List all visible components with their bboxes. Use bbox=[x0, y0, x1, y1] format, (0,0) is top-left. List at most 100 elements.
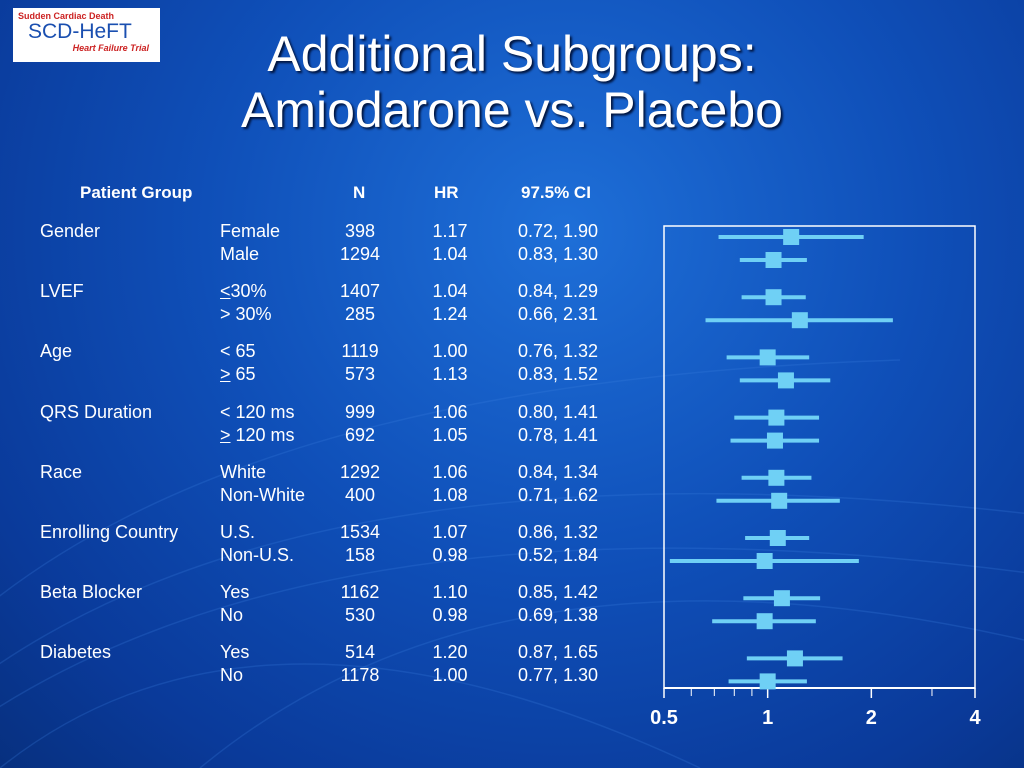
x-tick-label: 0.5 bbox=[650, 707, 678, 729]
logo-line-1: Sudden Cardiac Death bbox=[18, 11, 115, 21]
subgroup-label: Yes bbox=[220, 581, 249, 603]
n-value: 1178 bbox=[340, 665, 380, 686]
subgroup-label: White bbox=[220, 461, 266, 483]
subgroup-text: Yes bbox=[220, 582, 250, 603]
subgroup-text: > 30% bbox=[220, 304, 272, 325]
hr-marker bbox=[756, 613, 773, 630]
group-label: Beta Blocker bbox=[40, 582, 143, 603]
ci-value: 0.78, 1.41 bbox=[518, 424, 599, 445]
subgroup-label: Non-U.S. bbox=[220, 544, 294, 566]
group-label: Age bbox=[40, 341, 73, 362]
subgroup-label: Male bbox=[220, 243, 259, 265]
hr-marker bbox=[756, 553, 773, 569]
ci-value: 0.84, 1.34 bbox=[518, 461, 599, 482]
hr-value: 1.00 bbox=[432, 665, 468, 686]
n-value: 400 bbox=[344, 484, 376, 505]
hr-marker bbox=[768, 409, 785, 426]
n-value: 999 bbox=[344, 401, 376, 422]
subgroup-label: Yes bbox=[220, 641, 249, 663]
ci-value: 0.80, 1.41 bbox=[518, 401, 599, 422]
hr-value: 1.06 bbox=[432, 461, 468, 482]
ci-value: 0.85, 1.42 bbox=[518, 582, 599, 603]
hr-value: 1.00 bbox=[432, 341, 468, 362]
hr-value: 0.98 bbox=[432, 545, 468, 565]
x-tick-label: 4 bbox=[969, 707, 981, 729]
subgroup-label: > 65 bbox=[220, 363, 256, 385]
slide-title: Additional Subgroups: Amiodarone vs. Pla… bbox=[0, 26, 1024, 138]
n-value: 1534 bbox=[339, 522, 381, 542]
n-value: 1162 bbox=[340, 582, 380, 603]
ci-value: 0.83, 1.30 bbox=[518, 244, 599, 264]
hr-value: 1.17 bbox=[432, 221, 468, 241]
group-label: LVEF bbox=[40, 281, 84, 302]
ci-value: 0.66, 2.31 bbox=[518, 304, 599, 325]
group-label: Enrolling Country bbox=[40, 522, 179, 542]
subgroup-text: Non-White bbox=[220, 484, 306, 505]
ci-value: 0.72, 1.90 bbox=[518, 221, 599, 241]
hr-marker bbox=[791, 312, 808, 329]
title-line-1: Additional Subgroups: bbox=[267, 26, 757, 82]
subgroup-text: < 65 bbox=[220, 341, 256, 362]
hr-marker bbox=[777, 372, 794, 389]
hr-marker bbox=[759, 673, 776, 690]
group-label: Race bbox=[40, 461, 83, 482]
subgroup-text: Yes bbox=[220, 642, 250, 663]
n-value: 285 bbox=[344, 304, 376, 325]
ci-value: 0.76, 1.32 bbox=[518, 341, 599, 362]
ci-value: 0.87, 1.65 bbox=[518, 642, 599, 663]
hr-value: 1.07 bbox=[432, 522, 468, 542]
n-value: 1119 bbox=[341, 341, 379, 362]
scd-heft-logo: Sudden Cardiac Death SCD-HeFT Heart Fail… bbox=[13, 8, 160, 62]
inequality-symbol: > bbox=[220, 424, 231, 445]
hr-marker bbox=[771, 492, 788, 509]
plot-frame bbox=[663, 225, 976, 689]
subgroup-label: > 120 ms bbox=[220, 424, 295, 446]
subgroup-label: No bbox=[220, 664, 243, 686]
subgroup-label: Non-White bbox=[220, 484, 305, 506]
hr-value: 1.08 bbox=[432, 484, 468, 505]
ci-value: 0.77, 1.30 bbox=[518, 665, 599, 686]
ci-value: 0.71, 1.62 bbox=[518, 484, 599, 505]
hr-marker bbox=[765, 252, 782, 268]
hr-marker bbox=[766, 432, 783, 449]
hr-marker bbox=[759, 349, 776, 366]
inequality-symbol: > bbox=[220, 364, 231, 385]
subgroup-label: < 120 ms bbox=[220, 401, 295, 423]
hr-marker bbox=[783, 229, 800, 245]
x-tick-label: 2 bbox=[866, 707, 877, 729]
subgroup-text: 65 bbox=[230, 364, 256, 385]
subgroup-label: <30% bbox=[220, 280, 267, 302]
x-tick-label: 1 bbox=[762, 707, 773, 729]
subgroup-text: < 120 ms bbox=[220, 401, 295, 422]
subgroup-text: Male bbox=[220, 244, 260, 264]
n-value: 514 bbox=[344, 642, 376, 663]
n-value: 1292 bbox=[339, 461, 381, 482]
group-label: Gender bbox=[40, 221, 101, 241]
n-value: 398 bbox=[344, 221, 376, 241]
n-value: 1407 bbox=[339, 281, 381, 302]
hr-value: 1.20 bbox=[432, 642, 468, 663]
subgroup-label: < 65 bbox=[220, 340, 256, 362]
hr-marker bbox=[768, 469, 785, 486]
subgroup-text: Female bbox=[220, 221, 281, 241]
n-value: 158 bbox=[344, 545, 376, 565]
hr-value: 1.04 bbox=[432, 281, 468, 302]
hr-marker bbox=[786, 650, 803, 667]
n-value: 1294 bbox=[339, 244, 381, 264]
ci-value: 0.83, 1.52 bbox=[518, 364, 599, 385]
header-hr: HR bbox=[434, 183, 459, 202]
header-n: N bbox=[353, 183, 366, 202]
hr-value: 1.06 bbox=[432, 401, 468, 422]
header-patient-group: Patient Group bbox=[80, 183, 193, 202]
ci-value: 0.86, 1.32 bbox=[518, 522, 599, 542]
ci-value: 0.69, 1.38 bbox=[518, 605, 599, 626]
subgroup-label: No bbox=[220, 604, 243, 626]
subgroup-text: 30% bbox=[230, 281, 267, 302]
subgroup-text: No bbox=[220, 665, 244, 686]
subgroup-text: 120 ms bbox=[230, 424, 295, 445]
hr-value: 1.13 bbox=[432, 364, 468, 385]
ci-value: 0.84, 1.29 bbox=[518, 281, 599, 302]
hr-value: 0.98 bbox=[432, 605, 468, 626]
